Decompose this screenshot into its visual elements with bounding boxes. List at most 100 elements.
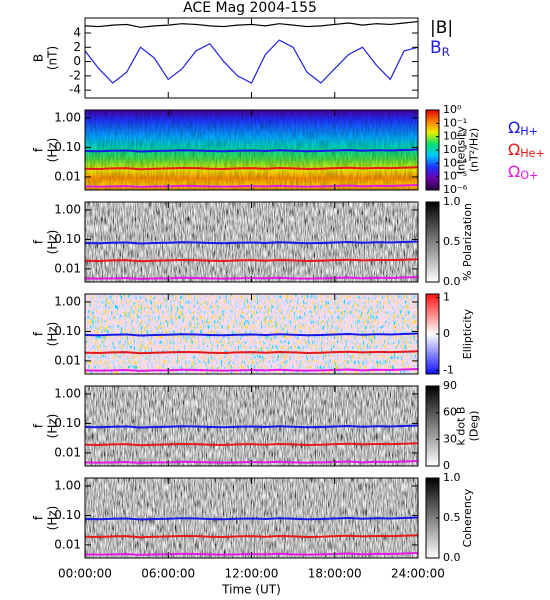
y-tick-label: 0.01 bbox=[54, 353, 81, 367]
gyrofrequency-line bbox=[85, 424, 418, 429]
gyrofrequency-line bbox=[85, 516, 418, 521]
y-tick-label: 0.10 bbox=[54, 324, 81, 338]
colorbar-label: % Polarization bbox=[461, 203, 474, 281]
y-tick-label: 1.00 bbox=[54, 294, 81, 308]
y-tick-label: 1.00 bbox=[54, 202, 81, 216]
colorbar-label: k dot B bbox=[455, 407, 468, 446]
colorbar-tick-label: 0 bbox=[443, 459, 450, 472]
line bbox=[85, 20, 418, 28]
legend-name: Ω bbox=[508, 162, 520, 181]
legend-name: Ω bbox=[508, 118, 520, 137]
colorbar bbox=[425, 385, 440, 467]
legend-label: ΩO+ bbox=[508, 162, 538, 183]
colorbar-tick-label: 60 bbox=[443, 406, 457, 419]
gyrofrequency-line bbox=[85, 350, 418, 355]
y-tick-label: 0.01 bbox=[54, 169, 81, 183]
x-axis-label: Time (UT) bbox=[221, 583, 281, 597]
colorbar-label: (Deg) bbox=[468, 411, 481, 442]
legend-name: B bbox=[430, 38, 442, 58]
y-tick-label: 1.00 bbox=[54, 478, 81, 492]
colorbar-tick-label: 10⁻⁴ bbox=[443, 156, 468, 169]
y-tick-label: 4 bbox=[73, 26, 81, 40]
legend-label: ΩH+ bbox=[508, 118, 538, 139]
y-tick-label: 0.10 bbox=[54, 416, 81, 430]
colorbar-label: Intensity bbox=[455, 126, 468, 174]
plot-area bbox=[85, 202, 418, 282]
legend-label: |B| bbox=[430, 18, 453, 38]
y-axis-label: (Hz) bbox=[46, 230, 60, 255]
line bbox=[85, 39, 418, 84]
colorbar-tick-label: 1.0 bbox=[443, 195, 461, 208]
plot-area bbox=[85, 386, 418, 466]
y-tick-label: 0.10 bbox=[54, 508, 81, 522]
plot-area bbox=[85, 478, 418, 558]
y-axis-label: (Hz) bbox=[46, 506, 60, 531]
colorbar-label: Ellipticity bbox=[461, 308, 474, 359]
colorbar-tick-label: 1 bbox=[443, 291, 450, 304]
y-axis-label: f bbox=[32, 239, 46, 244]
colorbar-tick-label: 10⁻³ bbox=[443, 143, 467, 156]
colorbar-tick-label: 10⁻² bbox=[443, 130, 467, 143]
y-tick-label: 0.01 bbox=[54, 537, 81, 551]
chart-title: ACE Mag 2004-155 bbox=[183, 0, 317, 16]
colorbar-tick-label: 1.0 bbox=[443, 471, 461, 484]
y-tick-label: 1.00 bbox=[54, 386, 81, 400]
gyrofrequency-line bbox=[85, 442, 418, 447]
y-axis-label: f bbox=[32, 331, 46, 336]
y-tick-label: 0.01 bbox=[54, 445, 81, 459]
colorbar-tick-label: 0.0 bbox=[443, 551, 461, 564]
x-tick-label: 18:00:00 bbox=[308, 567, 362, 581]
y-axis-label: (Hz) bbox=[46, 322, 60, 347]
legend-subscript: O+ bbox=[520, 169, 538, 182]
y-tick-label: -4 bbox=[69, 83, 81, 97]
colorbar-tick-label: 10⁻⁶ bbox=[443, 183, 468, 196]
x-tick-label: 12:00:00 bbox=[225, 567, 279, 581]
colorbar-tick-label: 10⁰ bbox=[443, 103, 462, 116]
y-tick-label: 0.10 bbox=[54, 232, 81, 246]
colorbar-label: Coherency bbox=[461, 488, 474, 547]
legend-label: ΩHe+ bbox=[508, 140, 545, 161]
colorbar-tick-label: 10⁻¹ bbox=[443, 116, 467, 129]
gyrofrequency-line bbox=[85, 166, 418, 171]
y-tick-label: 2 bbox=[73, 40, 81, 54]
gyrofrequency-line bbox=[85, 148, 418, 153]
plot-area bbox=[85, 294, 418, 374]
legend-name: |B| bbox=[430, 18, 453, 38]
colorbar-tick-label: 90 bbox=[443, 379, 457, 392]
gyrofrequency-line bbox=[85, 258, 418, 263]
y-axis-label: (Hz) bbox=[46, 414, 60, 439]
colorbar-tick-label: 30 bbox=[443, 432, 457, 445]
legend-subscript: H+ bbox=[520, 125, 538, 138]
y-tick-label: 1.00 bbox=[54, 110, 81, 124]
colorbar-tick-label: 0.5 bbox=[443, 235, 461, 248]
y-axis-label: f bbox=[32, 515, 46, 520]
x-tick-label: 24:00:00 bbox=[391, 567, 445, 581]
colorbar-tick-label: 0 bbox=[443, 327, 450, 340]
colorbar-tick-label: -1 bbox=[443, 363, 454, 376]
colorbar-tick-label: 0.5 bbox=[443, 511, 461, 524]
gyrofrequency-line bbox=[85, 240, 418, 245]
y-tick-label: 0.01 bbox=[54, 261, 81, 275]
y-axis-label: (Hz) bbox=[46, 138, 60, 163]
y-tick-label: -2 bbox=[69, 68, 81, 82]
gyrofrequency-line bbox=[85, 332, 418, 337]
colorbar-tick-label: 10⁻⁵ bbox=[443, 170, 467, 183]
y-axis-label: f bbox=[32, 423, 46, 428]
legend-name: Ω bbox=[508, 140, 520, 159]
plot-area bbox=[85, 110, 418, 190]
x-tick-label: 06:00:00 bbox=[141, 567, 195, 581]
plot-area bbox=[85, 20, 418, 84]
colorbar-label: (nT²/Hz) bbox=[468, 128, 481, 172]
y-tick-label: 0 bbox=[73, 54, 81, 68]
y-axis-label: f bbox=[32, 147, 46, 152]
legend-subscript: R bbox=[442, 45, 450, 59]
y-tick-label: 0.10 bbox=[54, 140, 81, 154]
gyrofrequency-line bbox=[85, 534, 418, 539]
legend-label: BR bbox=[430, 38, 450, 59]
x-tick-label: 00:00:00 bbox=[58, 567, 112, 581]
y-axis-label: (nT) bbox=[46, 46, 60, 70]
legend-subscript: He+ bbox=[520, 147, 545, 160]
colorbar-tick-label: 0.0 bbox=[443, 275, 461, 288]
y-axis-label: B bbox=[32, 54, 46, 62]
